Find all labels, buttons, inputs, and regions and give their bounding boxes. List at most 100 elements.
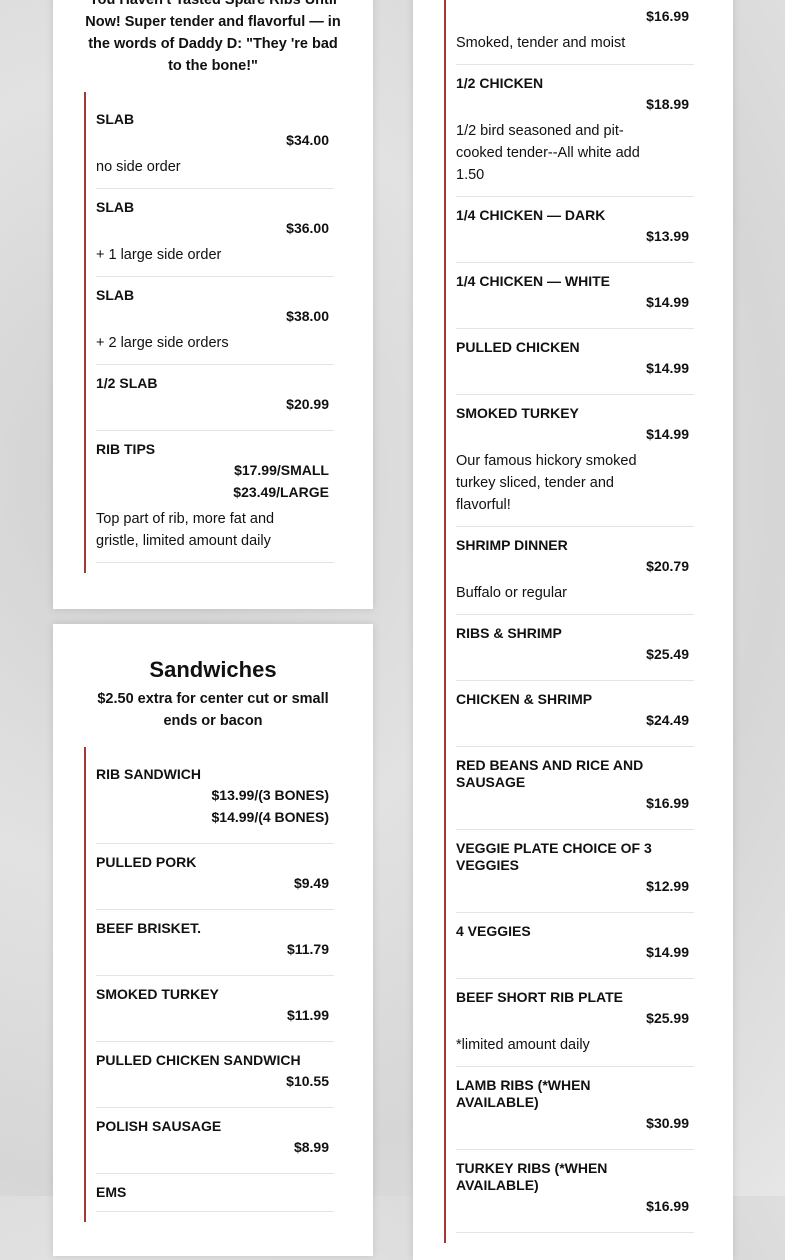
menu-item-description: Smoked, tender and moist [456, 35, 626, 51]
price-line: $25.49 [646, 646, 689, 662]
price-line: $25.99 [646, 1010, 689, 1026]
menu-item: PULLED PORK $9.49 [96, 844, 334, 910]
menu-item: LAMB RIBS (*WHEN AVAILABLE) $30.99 [456, 1067, 694, 1150]
menu-item-description: + 2 large side orders [96, 335, 229, 351]
menu-item-price: $30.99 [456, 1112, 694, 1134]
price-line: $11.79 [286, 941, 329, 957]
price-line: $38.00 [286, 308, 329, 324]
menu-item-name: CHICKEN & SHRIMP [456, 691, 593, 707]
price-line: $10.55 [286, 1073, 329, 1089]
menu-item-description: no side order [96, 159, 181, 175]
menu-item-price: $13.99/(3 BONES) $14.99/(4 BONES) [96, 784, 334, 828]
menu-item: SLAB $34.00 no side order [96, 101, 334, 189]
menu-item-name: VEGGIE PLATE CHOICE OF 3 VEGGIES [456, 840, 652, 873]
price-line: $16.99 [646, 8, 689, 24]
menu-item-price: $18.99 [456, 93, 694, 115]
menu-item-price: $14.99 [456, 357, 694, 379]
menu-item-name: PULLED PORK [96, 854, 197, 870]
menu-item-price: $9.49 [96, 872, 334, 894]
menu-item-description: Our famous hickory smoked turkey sliced,… [456, 453, 637, 513]
menu-item-description: Buffalo or regular [456, 585, 567, 601]
menu-item-price: $13.99 [456, 225, 694, 247]
menu-item-price: $16.99 [456, 1195, 694, 1217]
price-line: $34.00 [286, 132, 329, 148]
menu-item-name: RIB SANDWICH [96, 766, 201, 782]
menu-item-price: $34.00 [96, 129, 334, 151]
menu-item-name: SMOKED TURKEY [96, 986, 219, 1002]
menu-item-price: $14.99 [456, 941, 694, 963]
menu-item: SLAB $36.00 + 1 large side order [96, 189, 334, 277]
menu-item-name: SLAB [96, 111, 135, 127]
menu-item: PULLED CHICKEN SANDWICH $10.55 [96, 1042, 334, 1108]
price-line: $14.99 [646, 360, 689, 376]
menu-item: 1/4 CHICKEN — WHITE $14.99 [456, 263, 694, 329]
menu-item-name: 4 VEGGIES [456, 923, 531, 939]
menu-item-price: $36.00 [96, 217, 334, 239]
menu-item: TURKEY RIBS (*WHEN AVAILABLE) $16.99 [456, 1150, 694, 1233]
menu-item: 1/2 SLAB $20.99 [96, 365, 334, 431]
price-line: $23.49/LARGE [233, 484, 329, 500]
menu-item: EMS [96, 1174, 334, 1212]
price-line: $36.00 [286, 220, 329, 236]
sandwiches-menu-list: RIB SANDWICH $13.99/(3 BONES) $14.99/(4 BO… [84, 747, 336, 1222]
menu-item-price: $14.99 [456, 291, 694, 313]
price-line: $18.99 [646, 96, 689, 112]
sandwiches-subtitle: $2.50 extra for center cut or small ends… [97, 691, 329, 729]
menu-item-name: RIBS & SHRIMP [456, 625, 562, 641]
menu-item-name: 1/4 CHICKEN — DARK [456, 207, 606, 223]
price-line: $11.99 [286, 1007, 329, 1023]
menu-item: POLISH SAUSAGE $8.99 [96, 1108, 334, 1174]
menu-item-name: SHRIMP DINNER [456, 537, 568, 553]
price-line: $14.99 [646, 294, 689, 310]
price-line: $16.99 [646, 795, 689, 811]
menu-item-name: BEEF SHORT RIB PLATE [456, 989, 623, 1005]
menu-item-price: $20.79 [456, 555, 694, 577]
price-line: $16.99 [646, 1198, 689, 1214]
menu-item-price: $25.99 [456, 1007, 694, 1029]
price-line: $17.99/SMALL [234, 462, 329, 478]
sandwiches-card: Sandwiches $2.50 extra for center cut or… [53, 624, 373, 1256]
menu-item-description: 1/2 bird seasoned and pit-cooked tender-… [456, 123, 640, 183]
menu-item-name: LAMB RIBS (*WHEN AVAILABLE) [456, 1077, 591, 1110]
menu-item-price: $11.99 [96, 1004, 334, 1026]
menu-item-price: $16.99 [456, 5, 694, 27]
menu-item-price: $8.99 [96, 1136, 334, 1158]
price-line: $20.79 [646, 558, 689, 574]
menu-item-name: 1/4 CHICKEN — WHITE [456, 273, 611, 289]
price-line: $13.99/(3 BONES) [211, 787, 330, 803]
dinners-menu-list: BEEF BRISKET $16.99 Smoked, tender and moi… [444, 0, 696, 1243]
price-line: $14.99 [646, 944, 689, 960]
menu-item: SMOKED TURKEY $11.99 [96, 976, 334, 1042]
ribs-intro: You Haven't Tasted Spare Ribs Until Now!… [85, 0, 341, 74]
menu-item-name: SLAB [96, 199, 135, 215]
menu-item-price: $12.99 [456, 875, 694, 897]
menu-item: SMOKED TURKEY $14.99 Our famous hickory sm… [456, 395, 694, 527]
price-line: $8.99 [293, 1139, 329, 1155]
menu-item-name: 1/2 CHICKEN [456, 75, 544, 91]
menu-item: 4 VEGGIES $14.99 [456, 913, 694, 979]
menu-item-name: BEEF BRISKET [456, 0, 694, 4]
menu-item-name: 1/2 SLAB [96, 375, 158, 391]
menu-item: RED BEANS AND RICE AND SAUSAGE $16.99 [456, 747, 694, 830]
price-line: $24.49 [646, 712, 689, 728]
menu-item: BEEF BRISKET $16.99 Smoked, tender and moi… [456, 0, 694, 65]
menu-item-description: Top part of rib, more fat and gristle, l… [96, 511, 275, 549]
menu-item-price: $14.99 [456, 423, 694, 445]
menu-item: BEEF BRISKET. $11.79 [96, 910, 334, 976]
ribs-menu-list: SLAB $34.00 no side order SLAB $36.00 + 1 lar… [84, 92, 336, 573]
price-line: $14.99/(4 BONES) [211, 809, 330, 825]
menu-item-name: PULLED CHICKEN [456, 339, 580, 355]
dinners-card: BEEF BRISKET $16.99 Smoked, tender and moi… [413, 0, 733, 1260]
menu-item-price: $10.55 [96, 1070, 334, 1092]
menu-item: VEGGIE PLATE CHOICE OF 3 VEGGIES $12.99 [456, 830, 694, 913]
menu-item-name: TURKEY RIBS (*WHEN AVAILABLE) [456, 1160, 608, 1193]
sandwiches-title: Sandwiches [149, 657, 277, 682]
menu-item-price: $24.49 [456, 709, 694, 731]
menu-item: 1/4 CHICKEN — DARK $13.99 [456, 197, 694, 263]
menu-item-name: SLAB [96, 287, 135, 303]
menu-item: RIB SANDWICH $13.99/(3 BONES) $14.99/(4 BO… [96, 756, 334, 844]
price-line: $9.49 [293, 875, 329, 891]
menu-item-description: + 1 large side order [96, 247, 222, 263]
price-line: $13.99 [646, 228, 689, 244]
price-line: $20.99 [286, 396, 329, 412]
